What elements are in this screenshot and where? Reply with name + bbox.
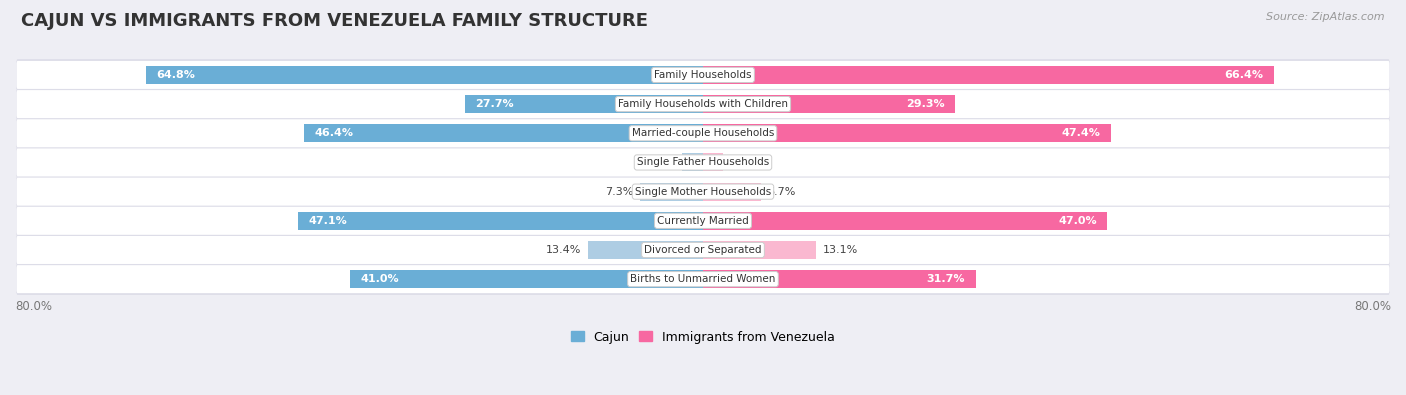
- Text: Family Households with Children: Family Households with Children: [619, 99, 787, 109]
- Text: Single Mother Households: Single Mother Households: [636, 186, 770, 197]
- FancyBboxPatch shape: [17, 236, 1389, 264]
- Text: 13.1%: 13.1%: [823, 245, 858, 255]
- FancyBboxPatch shape: [17, 90, 1389, 118]
- Text: Divorced or Separated: Divorced or Separated: [644, 245, 762, 255]
- Bar: [703, 153, 723, 171]
- Bar: [640, 182, 703, 201]
- Text: Married-couple Households: Married-couple Households: [631, 128, 775, 138]
- Bar: [703, 270, 976, 288]
- Text: 31.7%: 31.7%: [927, 274, 966, 284]
- FancyBboxPatch shape: [17, 263, 1389, 295]
- Bar: [588, 241, 703, 259]
- Bar: [682, 153, 703, 171]
- Bar: [703, 241, 815, 259]
- Text: Currently Married: Currently Married: [657, 216, 749, 226]
- Text: 47.0%: 47.0%: [1059, 216, 1097, 226]
- Text: 41.0%: 41.0%: [361, 274, 399, 284]
- FancyBboxPatch shape: [17, 119, 1389, 147]
- Text: 7.3%: 7.3%: [605, 186, 633, 197]
- FancyBboxPatch shape: [17, 88, 1389, 120]
- Text: Source: ZipAtlas.com: Source: ZipAtlas.com: [1267, 12, 1385, 22]
- Text: Single Father Households: Single Father Households: [637, 158, 769, 167]
- FancyBboxPatch shape: [17, 207, 1389, 235]
- FancyBboxPatch shape: [17, 118, 1389, 149]
- Text: 47.1%: 47.1%: [308, 216, 347, 226]
- Bar: [465, 95, 703, 113]
- Bar: [146, 66, 703, 84]
- Text: 66.4%: 66.4%: [1225, 70, 1264, 80]
- Bar: [703, 95, 955, 113]
- FancyBboxPatch shape: [17, 61, 1389, 89]
- Legend: Cajun, Immigrants from Venezuela: Cajun, Immigrants from Venezuela: [568, 327, 838, 347]
- Text: 80.0%: 80.0%: [15, 300, 52, 313]
- FancyBboxPatch shape: [17, 265, 1389, 293]
- FancyBboxPatch shape: [17, 149, 1389, 177]
- FancyBboxPatch shape: [17, 176, 1389, 207]
- Text: CAJUN VS IMMIGRANTS FROM VENEZUELA FAMILY STRUCTURE: CAJUN VS IMMIGRANTS FROM VENEZUELA FAMIL…: [21, 12, 648, 30]
- Text: 13.4%: 13.4%: [546, 245, 581, 255]
- Text: 6.7%: 6.7%: [768, 186, 796, 197]
- Bar: [703, 124, 1111, 142]
- Text: 2.3%: 2.3%: [730, 158, 758, 167]
- Text: 46.4%: 46.4%: [315, 128, 353, 138]
- Text: 2.5%: 2.5%: [647, 158, 675, 167]
- FancyBboxPatch shape: [17, 234, 1389, 266]
- FancyBboxPatch shape: [17, 178, 1389, 206]
- Bar: [703, 66, 1274, 84]
- FancyBboxPatch shape: [17, 147, 1389, 178]
- Bar: [298, 212, 703, 230]
- FancyBboxPatch shape: [17, 205, 1389, 237]
- Bar: [350, 270, 703, 288]
- Bar: [703, 212, 1107, 230]
- Text: 64.8%: 64.8%: [156, 70, 195, 80]
- Bar: [703, 182, 761, 201]
- Bar: [304, 124, 703, 142]
- Text: 27.7%: 27.7%: [475, 99, 513, 109]
- FancyBboxPatch shape: [17, 59, 1389, 91]
- Text: 47.4%: 47.4%: [1062, 128, 1101, 138]
- Text: 80.0%: 80.0%: [1354, 300, 1391, 313]
- Text: Births to Unmarried Women: Births to Unmarried Women: [630, 274, 776, 284]
- Text: 29.3%: 29.3%: [905, 99, 945, 109]
- Text: Family Households: Family Households: [654, 70, 752, 80]
